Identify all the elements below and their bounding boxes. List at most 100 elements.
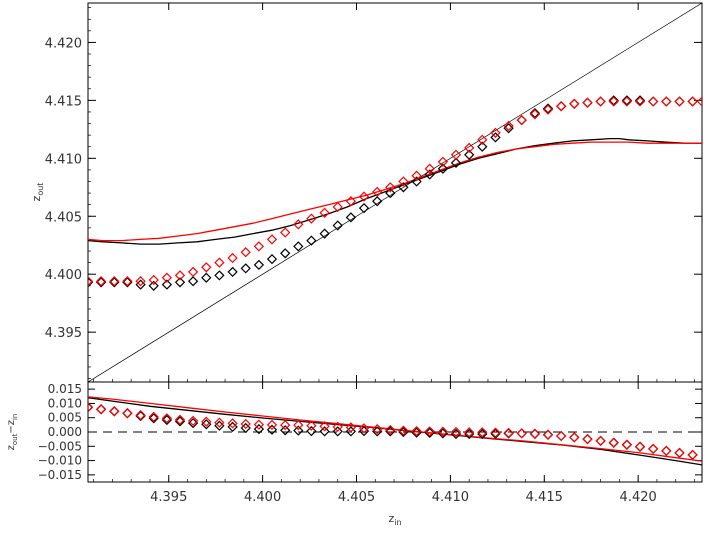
bottom-diamond-black [437, 428, 449, 439]
x-tick-labels: 4.395 4.400 4.405 4.410 4.415 4.420 [150, 490, 657, 505]
top-diamond-red [608, 96, 619, 107]
top-diamond-red [411, 170, 422, 181]
bottom-diamond-red [569, 432, 580, 443]
bottom-diamond-red [187, 415, 199, 427]
top-diamond-black [529, 107, 541, 119]
bottom-diamond-red [529, 428, 541, 440]
bottom-diamond-red [319, 421, 330, 432]
top-diamond-red [661, 96, 672, 107]
top-diamond-red [240, 247, 251, 258]
top-diamond-black [358, 202, 370, 214]
bottom-diamond-black [109, 406, 120, 417]
bottom-diamond-red [648, 443, 659, 455]
x-tick-label: 4.400 [244, 490, 281, 505]
bottom-diamond-red [293, 419, 304, 431]
bottom-diamond-black [634, 441, 646, 452]
bottom-diamond-black [266, 424, 278, 435]
top-diamond-red [280, 227, 291, 238]
top-diamond-black [135, 279, 146, 290]
bottom-y-tick-label: 0.000 [48, 425, 82, 439]
top-diamond-black [88, 277, 94, 288]
bottom-diamond-black [450, 428, 462, 440]
top-y-axis-label: zout [30, 183, 45, 202]
top-diamond-red [345, 196, 357, 207]
identity-line [88, 3, 702, 382]
top-diamond-black [187, 276, 199, 287]
x-tick-label: 4.420 [620, 490, 657, 505]
top-diamond-red [516, 114, 527, 126]
bottom-diamond-black [306, 425, 317, 437]
x-tick-label: 4.405 [338, 490, 375, 505]
top-diamond-red [477, 134, 488, 145]
x-tick-label: 4.410 [432, 490, 469, 505]
top-diamond-red [542, 104, 554, 115]
top-panel-y-tick-labels: 4.395 4.400 4.405 4.410 4.415 4.420 [45, 36, 82, 341]
bottom-diamond-red [464, 427, 475, 438]
top-diamond-red [293, 219, 304, 230]
bottom-diamond-black [122, 408, 133, 419]
bottom-diamond-black [174, 416, 186, 427]
top-diamond-red [266, 234, 278, 245]
top-diamond-black [608, 95, 619, 106]
top-diamond-red [135, 276, 146, 287]
bottom-diamond-black [569, 432, 580, 443]
top-diamond-red [464, 142, 475, 154]
bottom-diamond-red [174, 414, 186, 425]
bottom-line-red [88, 396, 702, 462]
bottom-diamond-red [253, 419, 265, 430]
bottom-diamond-red [424, 426, 435, 437]
top-diamond-red [424, 163, 435, 174]
bottom-diamond-red [450, 426, 462, 438]
top-diamond-red [582, 97, 593, 108]
top-panel-points [88, 95, 702, 291]
bottom-diamond-red [201, 416, 212, 427]
top-diamond-black [634, 95, 646, 106]
top-diamond-black [398, 182, 409, 193]
bottom-diamond-black [648, 443, 659, 455]
top-diamond-red [95, 276, 107, 287]
bottom-diamond-red [503, 427, 514, 439]
top-diamond-black [556, 101, 567, 112]
top-diamond-black [569, 98, 580, 109]
bottom-diamond-black [490, 428, 501, 439]
bottom-diamond-black [201, 419, 212, 430]
bottom-diamond-red [240, 418, 251, 430]
bottom-y-tick-label: −0.010 [38, 454, 82, 468]
bottom-diamond-red [595, 435, 606, 447]
top-diamond-black [214, 270, 225, 281]
top-diamond-black [148, 280, 159, 291]
top-diamond-black [621, 95, 633, 106]
bottom-diamond-black [661, 445, 672, 457]
bottom-diamond-red [490, 427, 501, 438]
bottom-y-tick-label: 0.015 [48, 382, 82, 396]
bottom-diamond-red [280, 419, 291, 431]
bottom-diamond-black [674, 447, 685, 459]
bottom-diamond-red [674, 447, 685, 459]
top-diamond-red [595, 96, 606, 107]
bottom-diamond-black [411, 427, 422, 438]
top-diamond-black [319, 228, 330, 239]
bottom-diamond-black [477, 428, 488, 440]
x-axis-label: zin [388, 512, 401, 527]
bottom-diamond-black [621, 439, 633, 450]
top-diamond-red [109, 276, 120, 287]
top-diamond-black [227, 266, 238, 278]
bottom-diamond-red [227, 418, 238, 429]
bottom-diamond-black [240, 422, 251, 434]
top-diamond-black [687, 96, 698, 107]
top-diamond-red [122, 276, 133, 287]
top-y-tick-label: 4.405 [45, 210, 82, 225]
top-diamond-black [582, 97, 593, 108]
top-diamond-red [174, 270, 186, 281]
top-y-tick-label: 4.395 [45, 326, 82, 341]
bottom-diamond-red [687, 449, 698, 461]
bottom-diamond-black [358, 425, 370, 437]
top-diamond-black [674, 96, 685, 107]
bottom-diamond-black [280, 425, 291, 436]
top-y-tick-label: 4.415 [45, 94, 82, 109]
top-diamond-red [214, 257, 225, 268]
bottom-diamond-black [582, 433, 593, 445]
top-diamond-red [569, 98, 580, 109]
top-diamond-red [385, 182, 396, 193]
top-diamond-black [201, 272, 212, 283]
